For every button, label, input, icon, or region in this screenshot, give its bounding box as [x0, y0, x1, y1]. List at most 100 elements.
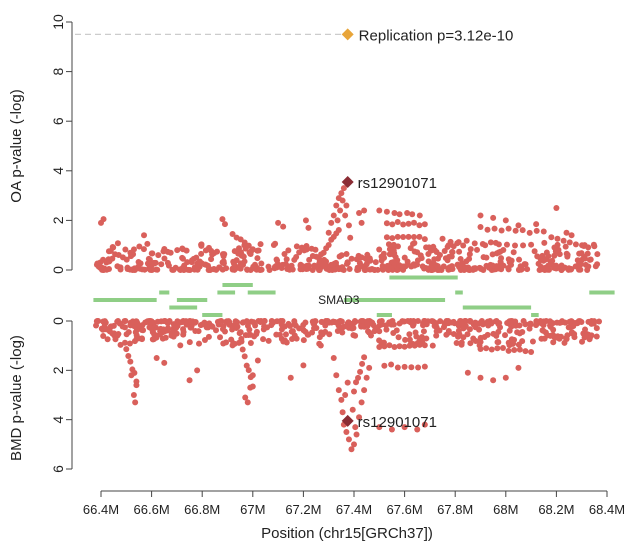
oa-snp-point	[410, 219, 417, 226]
oa-snp-point	[167, 249, 174, 256]
oa-snp-point	[306, 256, 313, 263]
oa-snp-point	[389, 221, 396, 228]
bmd-snp-point	[157, 325, 164, 332]
bmd-snp-point	[248, 318, 255, 325]
oa-snp-point	[448, 253, 455, 260]
bmd-snp-point	[376, 424, 383, 431]
oa-snp-point	[254, 247, 261, 254]
oa-snp-point	[297, 262, 304, 269]
oa-snp-point	[117, 264, 124, 271]
oa-snp-point	[405, 233, 412, 240]
x-axis-title: Position (chr15[GRCh37])	[261, 525, 433, 542]
x-tick-label: 68.2M	[538, 502, 574, 517]
oa-snp-point	[531, 248, 538, 255]
bmd-snp-point	[361, 354, 368, 361]
bmd-snp-point	[269, 318, 276, 325]
gene-label-smad3: SMAD3	[318, 293, 360, 307]
bmd-snp-point	[342, 392, 349, 398]
bmd-snp-point	[148, 318, 155, 325]
bmd-snp-point	[460, 325, 467, 332]
oa-snp-point	[477, 212, 484, 219]
oa-snp-point	[383, 234, 390, 241]
oa-snp-point	[436, 252, 443, 259]
bmd-lead-snp-marker	[341, 414, 354, 427]
oa-snp-point	[490, 214, 497, 221]
oa-snp-point	[293, 243, 300, 250]
oa-snp-point	[280, 223, 287, 230]
bmd-snp-point	[351, 388, 357, 395]
oa-snp-point	[372, 259, 379, 266]
bmd-snp-point	[540, 322, 547, 329]
bmd-snp-point	[352, 424, 359, 431]
oa-snp-point	[304, 265, 311, 272]
bmd-snp-point	[326, 331, 333, 338]
bmd-snp-point	[388, 361, 395, 368]
bmd-snp-point	[112, 336, 119, 343]
oa-snp-point	[285, 247, 292, 254]
bmd-snp-point	[348, 446, 355, 453]
oa-snp-point	[562, 243, 569, 250]
oa-snp-point	[563, 229, 570, 236]
bmd-snp-point	[356, 414, 363, 421]
oa-snp-point	[291, 256, 298, 263]
oa-snp-point	[208, 247, 215, 254]
oa-snp-point	[477, 224, 484, 231]
oa-snp-point	[455, 239, 462, 246]
bmd-snp-point	[194, 367, 201, 374]
oa-snp-point	[540, 228, 547, 235]
bmd-snp-point	[172, 329, 179, 336]
oa-snp-point	[498, 266, 505, 273]
oa-snp-point	[568, 232, 575, 239]
bmd-snp-point	[376, 318, 383, 325]
bmd-snp-point	[550, 339, 557, 346]
bmd-snp-point	[133, 382, 140, 389]
bmd-snp-point	[495, 339, 502, 346]
oa-snp-point	[231, 248, 238, 255]
bmd-snp-point	[396, 343, 403, 350]
oa-snp-point	[109, 243, 116, 250]
oa-snp-point	[165, 262, 172, 269]
bmd-panel: 0 2 4 6 rs12901071	[50, 317, 603, 473]
bmd-snp-point	[552, 333, 559, 340]
oa-snp-point	[591, 243, 598, 250]
bmd-snp-point	[109, 330, 116, 337]
bmd-snp-point	[128, 372, 135, 379]
oa-snp-point	[115, 252, 122, 259]
bmd-snp-point	[173, 324, 180, 331]
bmd-snp-point	[133, 335, 140, 342]
oa-snp-point	[94, 260, 101, 267]
oa-lead-snp-marker	[341, 175, 354, 188]
oa-snp-point	[296, 249, 303, 256]
oa-snp-point	[466, 251, 473, 258]
oa-snp-point	[358, 254, 365, 261]
bmd-snp-point	[502, 374, 509, 381]
oa-snp-point	[270, 241, 277, 248]
bmd-snp-point	[477, 334, 484, 341]
bmd-snp-point	[121, 324, 128, 331]
bmd-snp-point	[353, 431, 360, 438]
x-tick-label: 67.2M	[285, 502, 321, 517]
bmd-y-axis-title: BMD p-value (-log)	[8, 335, 25, 461]
bmd-snp-point	[393, 327, 400, 334]
oa-snp-point	[474, 246, 481, 253]
bmd-snp-point	[528, 349, 535, 356]
oa-snp-point	[491, 225, 498, 232]
oa-snp-point	[114, 240, 121, 247]
oa-snp-point	[183, 247, 190, 254]
bmd-snp-point	[335, 387, 342, 394]
oa-snp-point	[586, 256, 593, 263]
oa-snp-point	[150, 259, 157, 266]
bmd-snp-point	[388, 426, 395, 433]
oa-snp-point	[140, 246, 147, 253]
bmd-snp-point	[443, 318, 450, 325]
bmd-snp-point	[201, 337, 208, 344]
oa-snp-point	[254, 255, 261, 262]
bmd-snp-point	[565, 324, 572, 331]
bmd-snp-point	[195, 328, 202, 335]
oa-snp-point	[410, 240, 417, 247]
bmd-snp-point	[508, 323, 515, 330]
oa-snp-point	[378, 257, 385, 264]
bmd-snp-point	[345, 436, 352, 443]
oa-snp-point	[389, 235, 396, 242]
x-tick-label: 66.4M	[83, 502, 119, 517]
